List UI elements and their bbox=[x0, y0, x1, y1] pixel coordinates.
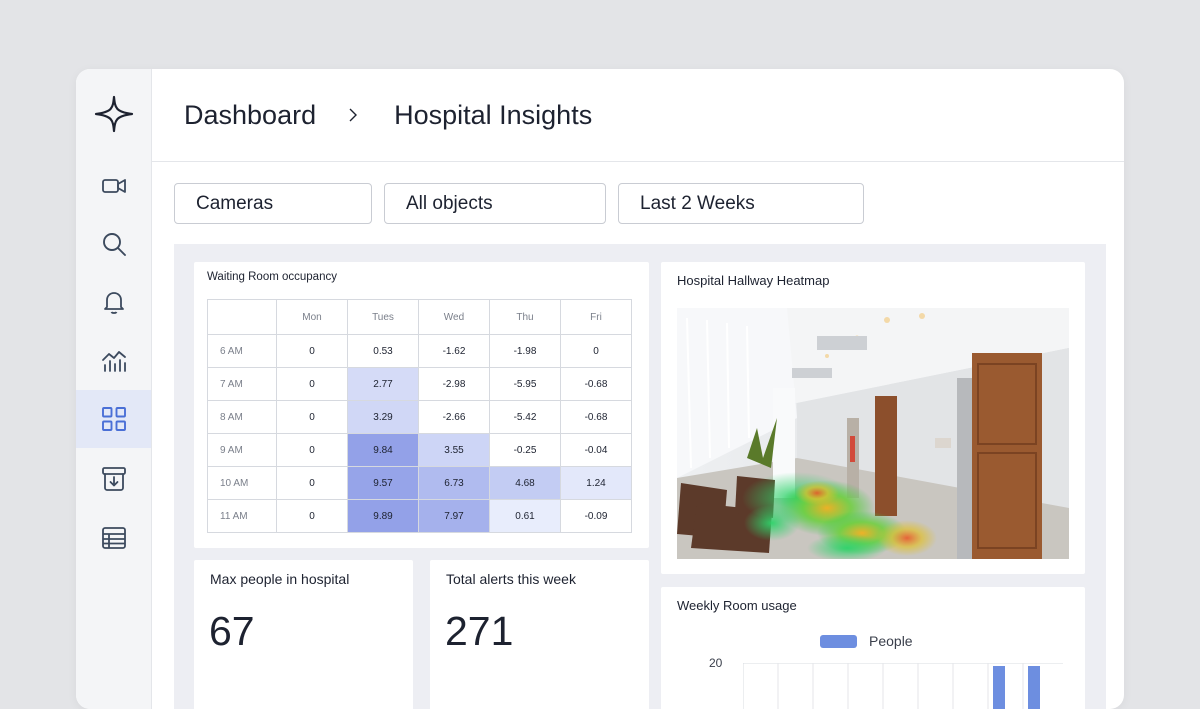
max-people-card: Max people in hospital 67 bbox=[194, 560, 413, 709]
column-header: Mon bbox=[276, 299, 348, 335]
table-cell: 0 bbox=[276, 400, 348, 434]
occupancy-table: Mon Tues Wed Thu Fri 6 AM 0 0.53 -1.62 bbox=[207, 299, 632, 533]
table-cell: -0.09 bbox=[560, 499, 632, 533]
table-cell: 2.77 bbox=[347, 367, 419, 401]
row-label: 11 AM bbox=[207, 499, 277, 533]
table-cell: 9.89 bbox=[347, 499, 419, 533]
objects-filter[interactable]: All objects bbox=[384, 183, 606, 224]
column-header: Thu bbox=[489, 299, 561, 335]
date-range-filter[interactable]: Last 2 Weeks bbox=[618, 183, 864, 224]
table-cell: 0 bbox=[560, 334, 632, 368]
table-cell: 0 bbox=[276, 433, 348, 467]
table-cell: -0.25 bbox=[489, 433, 561, 467]
nav-item-search[interactable] bbox=[76, 215, 151, 273]
total-alerts-card: Total alerts this week 271 bbox=[430, 560, 649, 709]
table-cell: 0 bbox=[276, 367, 348, 401]
breadcrumb-current: Hospital Insights bbox=[394, 99, 593, 130]
legend-label-people: People bbox=[869, 633, 913, 649]
grid-icon bbox=[101, 407, 126, 431]
table-cell: 6.73 bbox=[418, 466, 490, 500]
table-cell: -2.98 bbox=[418, 367, 490, 401]
chevron-right-icon bbox=[349, 108, 358, 122]
app-window: Dashboard Hospital Insights Cameras All … bbox=[76, 69, 1124, 709]
table-corner bbox=[207, 299, 277, 335]
search-icon bbox=[102, 233, 126, 256]
table-row: 10 AM 0 9.57 6.73 4.68 1.24 bbox=[207, 466, 632, 500]
occupancy-title: Waiting Room occupancy bbox=[207, 271, 337, 283]
max-people-value: 67 bbox=[209, 608, 255, 654]
max-people-label: Max people in hospital bbox=[210, 571, 350, 587]
table-cell: -0.68 bbox=[560, 400, 632, 434]
table-cell: -1.62 bbox=[418, 334, 490, 368]
nav-item-alerts[interactable] bbox=[76, 273, 151, 331]
table-row: 6 AM 0 0.53 -1.62 -1.98 0 bbox=[207, 334, 632, 368]
table-row: 7 AM 0 2.77 -2.98 -5.95 -0.68 bbox=[207, 367, 632, 401]
table-cell: -2.66 bbox=[418, 400, 490, 434]
table-row: 9 AM 0 9.84 3.55 -0.25 -0.04 bbox=[207, 433, 632, 467]
table-cell: -5.95 bbox=[489, 367, 561, 401]
bell-icon bbox=[103, 292, 124, 314]
table-cell: 0 bbox=[276, 334, 348, 368]
archive-download-icon bbox=[101, 467, 126, 491]
table-cell: 0.53 bbox=[347, 334, 419, 368]
table-cell: -5.42 bbox=[489, 400, 561, 434]
table-cell: 0 bbox=[276, 466, 348, 500]
main-area: Dashboard Hospital Insights Cameras All … bbox=[152, 69, 1124, 709]
table-cell: 7.97 bbox=[418, 499, 490, 533]
analytics-chart-icon bbox=[101, 351, 126, 372]
column-header: Fri bbox=[560, 299, 632, 335]
weekly-usage-title: Weekly Room usage bbox=[677, 598, 797, 613]
dashboard-content: Waiting Room occupancy Mon Tues Wed Thu … bbox=[174, 244, 1106, 709]
table-row: 8 AM 0 3.29 -2.66 -5.42 -0.68 bbox=[207, 400, 632, 434]
bar bbox=[1028, 666, 1040, 709]
nav-item-dashboard[interactable] bbox=[76, 390, 151, 448]
breadcrumb: Dashboard Hospital Insights bbox=[152, 69, 1124, 162]
table-cell: 4.68 bbox=[489, 466, 561, 500]
column-header: Tues bbox=[347, 299, 419, 335]
table-cell: 1.24 bbox=[560, 466, 632, 500]
table-row: 11 AM 0 9.89 7.97 0.61 -0.09 bbox=[207, 499, 632, 533]
table-cell: -0.04 bbox=[560, 433, 632, 467]
row-label: 7 AM bbox=[207, 367, 277, 401]
table-cell: 3.55 bbox=[418, 433, 490, 467]
table-icon bbox=[101, 527, 126, 549]
logo-icon bbox=[94, 95, 134, 133]
table-cell: -0.68 bbox=[560, 367, 632, 401]
row-label: 10 AM bbox=[207, 466, 277, 500]
hallway-heatmap-card: Hospital Hallway Heatmap bbox=[661, 262, 1085, 574]
table-header-row: Mon Tues Wed Thu Fri bbox=[207, 299, 632, 335]
y-axis-tick: 20 bbox=[709, 656, 723, 670]
table-cell: 0.61 bbox=[489, 499, 561, 533]
weekly-room-usage-card: Weekly Room usage People 20 bbox=[661, 587, 1085, 709]
legend-swatch-people bbox=[820, 635, 857, 648]
total-alerts-value: 271 bbox=[445, 608, 514, 654]
breadcrumb-root[interactable]: Dashboard bbox=[184, 99, 317, 130]
sidebar bbox=[76, 69, 152, 709]
heatmap-title: Hospital Hallway Heatmap bbox=[677, 273, 830, 288]
total-alerts-label: Total alerts this week bbox=[446, 571, 576, 587]
weekly-usage-plot bbox=[743, 663, 1063, 709]
row-label: 9 AM bbox=[207, 433, 277, 467]
column-header: Wed bbox=[418, 299, 490, 335]
nav-item-reports[interactable] bbox=[76, 509, 151, 567]
nav-item-analytics[interactable] bbox=[76, 331, 151, 389]
table-cell: 9.84 bbox=[347, 433, 419, 467]
bar bbox=[993, 666, 1005, 709]
table-cell: 0 bbox=[276, 499, 348, 533]
row-label: 6 AM bbox=[207, 334, 277, 368]
occupancy-card: Waiting Room occupancy Mon Tues Wed Thu … bbox=[194, 262, 649, 548]
nav-item-exports[interactable] bbox=[76, 450, 151, 508]
camera-filter[interactable]: Cameras bbox=[174, 183, 372, 224]
video-camera-icon bbox=[101, 179, 126, 193]
table-cell: 9.57 bbox=[347, 466, 419, 500]
table-cell: -1.98 bbox=[489, 334, 561, 368]
table-cell: 3.29 bbox=[347, 400, 419, 434]
nav-item-cameras[interactable] bbox=[76, 157, 151, 215]
row-label: 8 AM bbox=[207, 400, 277, 434]
hallway-heatmap-image bbox=[677, 308, 1069, 559]
